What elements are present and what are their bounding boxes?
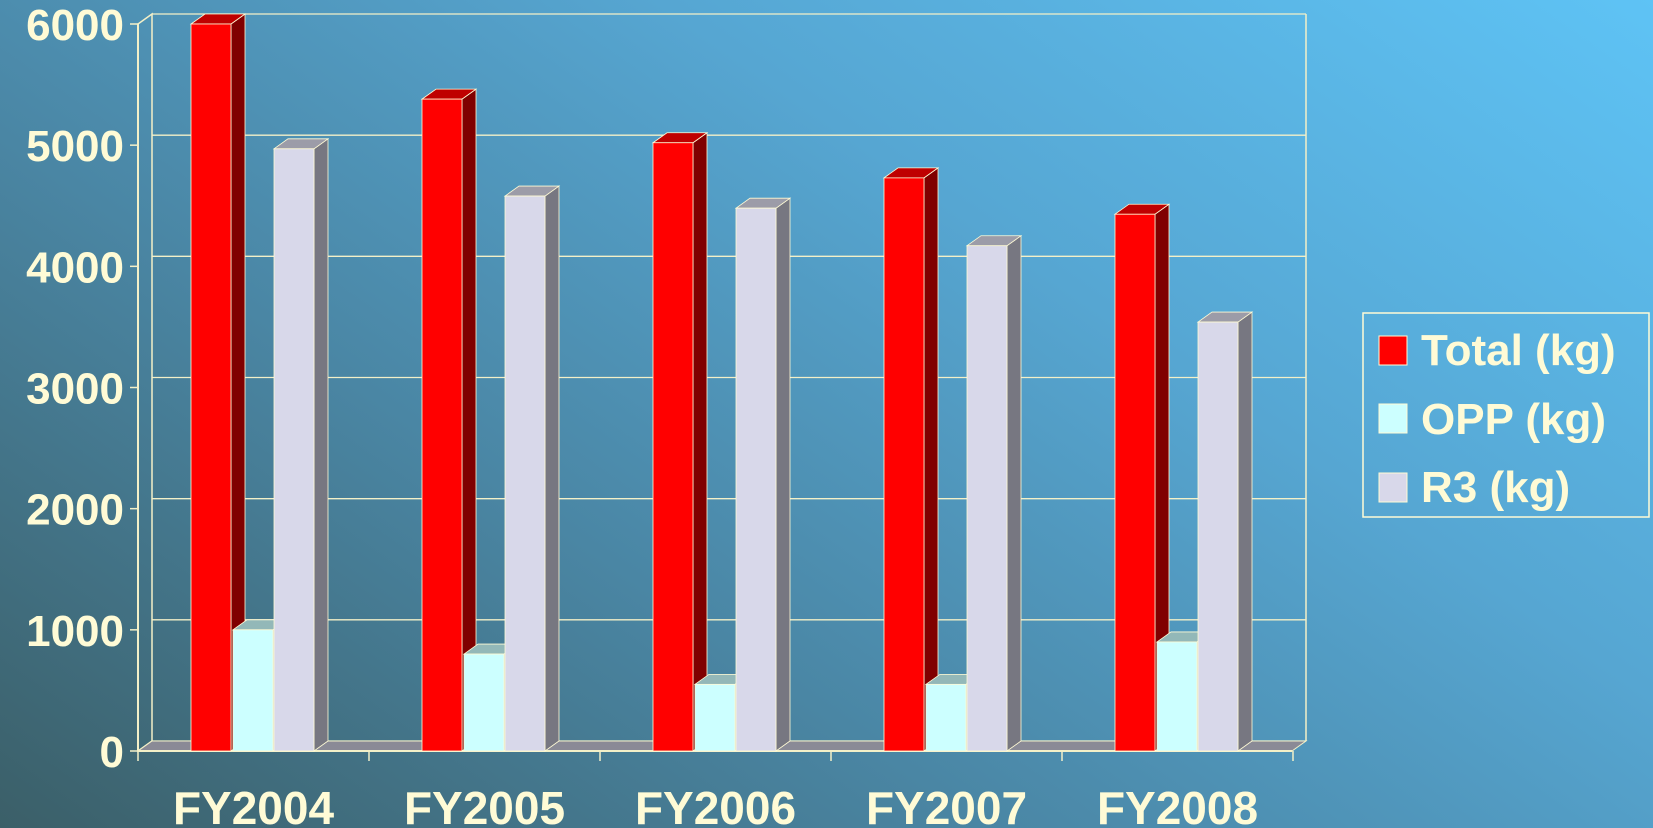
bar-total-fy2008 [1113, 203, 1171, 752]
y-tick-label: 3000 [26, 365, 124, 414]
legend-swatch-r3 [1378, 472, 1408, 503]
bar-r3-fy2007 [965, 234, 1023, 752]
legend-swatch-opp [1378, 403, 1408, 434]
legend: Total (kg) OPP (kg) R3 (kg) [1362, 312, 1650, 518]
legend-label-total: Total (kg) [1421, 326, 1616, 375]
bar-total-fy2007 [882, 167, 940, 752]
bar-r3-fy2005 [503, 185, 561, 752]
y-tick-label: 5000 [26, 122, 124, 171]
y-tick-label: 2000 [26, 486, 124, 535]
bar-total-fy2005 [420, 88, 478, 752]
y-tick-label: 1000 [26, 607, 124, 656]
x-tick-label: FY2007 [866, 782, 1027, 828]
x-tick-label: FY2006 [635, 782, 796, 828]
x-tick-label: FY2005 [404, 782, 565, 828]
bar-r3-fy2008 [1196, 311, 1254, 752]
bar-r3-fy2004 [272, 138, 330, 752]
y-tick-label: 4000 [26, 243, 124, 292]
side-wall [137, 12, 153, 753]
legend-swatch-total [1378, 335, 1408, 366]
legend-box [1362, 312, 1650, 518]
legend-label-opp: OPP (kg) [1421, 395, 1606, 444]
x-axis-tick-labels: FY2004 FY2005 FY2006 FY2007 FY2008 [173, 782, 1258, 828]
bar-total-fy2004 [189, 13, 247, 752]
x-tick-label: FY2008 [1097, 782, 1258, 828]
y-tick-label: 0 [100, 728, 124, 777]
x-tick-label: FY2004 [173, 782, 335, 828]
gridlines [152, 13, 1306, 742]
y-tick-label: 6000 [26, 1, 124, 50]
bar-r3-fy2006 [734, 197, 792, 752]
bars [189, 13, 1254, 752]
y-axis-tick-labels: 0 1000 2000 3000 4000 5000 6000 [26, 1, 124, 777]
bar-total-fy2006 [651, 131, 709, 752]
legend-label-r3: R3 (kg) [1421, 463, 1570, 512]
